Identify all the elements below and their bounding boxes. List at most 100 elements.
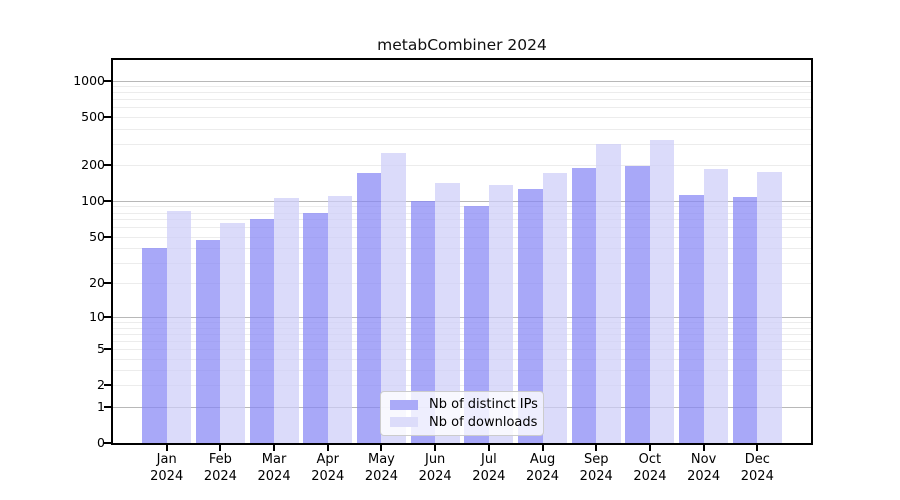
- gridline-minor: [113, 349, 811, 351]
- x-axis-tick-mark: [380, 445, 383, 451]
- x-tick-year: 2024: [472, 469, 506, 484]
- y-axis-tick-mark: [104, 235, 111, 238]
- gridline-minor: [113, 370, 811, 372]
- x-tick-month: Aug: [529, 452, 556, 467]
- gridline-minor: [113, 164, 811, 166]
- x-axis-tick-mark: [487, 445, 490, 451]
- bar-distinct-ips-jan: [142, 248, 167, 443]
- x-axis-tick-mark: [273, 445, 276, 451]
- x-axis-tick-label: May 2024: [339, 451, 423, 485]
- bar-downloads-mar: [274, 198, 299, 443]
- gridline-major: [113, 80, 811, 82]
- y-axis-tick-label: 2: [97, 377, 105, 393]
- x-axis-tick-mark: [165, 445, 168, 451]
- y-axis-tick-label: 0: [97, 435, 105, 450]
- plot-area: [111, 58, 813, 445]
- y-axis-tick-mark: [104, 282, 111, 285]
- y-axis-tick-label: 1: [97, 398, 105, 414]
- x-tick-year: 2024: [257, 469, 291, 484]
- legend-swatch-downloads-icon: [390, 417, 418, 428]
- gridline-minor: [113, 219, 811, 221]
- legend-row-distinct-ips: Nb of distinct IPs: [390, 397, 538, 412]
- x-tick-year: 2024: [525, 469, 560, 484]
- x-axis-tick-mark: [756, 445, 759, 451]
- x-axis-tick-label: Aug 2024: [501, 451, 585, 485]
- gridline-minor: [113, 333, 811, 335]
- gridline-minor: [113, 128, 811, 130]
- x-axis-tick-mark: [541, 445, 544, 451]
- x-tick-month: Oct: [638, 452, 662, 467]
- y-axis-tick-mark: [104, 316, 111, 319]
- gridline-minor: [113, 236, 811, 238]
- gridline-major: [113, 317, 811, 319]
- legend-row-downloads: Nb of downloads: [390, 415, 537, 430]
- gridline-minor: [113, 322, 811, 324]
- y-axis-tick-label: 5: [97, 341, 105, 357]
- x-tick-month: May: [368, 452, 395, 467]
- bar-distinct-ips-oct: [625, 165, 650, 443]
- x-axis-tick-label: Jan 2024: [125, 451, 209, 485]
- x-tick-month: Jul: [481, 452, 497, 467]
- bar-distinct-ips-feb: [195, 240, 221, 443]
- bar-downloads-sep: [596, 144, 621, 443]
- gridline-minor: [113, 385, 811, 387]
- gridline-minor: [113, 340, 811, 342]
- gridline-minor: [113, 143, 811, 145]
- bar-downloads-dec: [757, 171, 782, 443]
- gridline-minor: [113, 358, 811, 360]
- gridline-minor: [113, 99, 811, 101]
- bar-distinct-ips-may: [356, 173, 382, 443]
- x-axis-tick-mark: [595, 445, 598, 451]
- x-tick-year: 2024: [740, 469, 774, 484]
- x-tick-month: Jan: [156, 452, 177, 467]
- x-tick-year: 2024: [418, 469, 452, 484]
- x-axis-tick-label: Feb 2024: [178, 451, 262, 485]
- x-tick-year: 2024: [150, 469, 184, 484]
- x-axis-tick-mark: [219, 445, 222, 451]
- x-axis-tick-label: Sep 2024: [554, 451, 638, 485]
- y-axis-tick-label: 200: [81, 156, 105, 172]
- x-tick-year: 2024: [203, 469, 237, 484]
- bar-downloads-feb: [220, 223, 245, 443]
- y-axis-tick-mark: [104, 405, 111, 408]
- x-axis-tick-label: Apr 2024: [286, 451, 370, 485]
- x-tick-month: Dec: [744, 452, 770, 467]
- y-axis-tick-mark: [104, 163, 111, 166]
- x-tick-year: 2024: [579, 469, 613, 484]
- gridline-minor: [113, 206, 811, 208]
- x-axis-tick-label: Dec 2024: [715, 451, 799, 485]
- bar-downloads-oct: [649, 140, 675, 443]
- x-tick-month: Apr: [316, 452, 340, 467]
- y-axis-tick-mark: [104, 199, 111, 202]
- y-axis-tick-mark: [104, 79, 111, 82]
- x-axis-tick-label: Nov 2024: [662, 451, 746, 485]
- y-axis-tick-label: 10: [89, 309, 105, 325]
- x-tick-month: Sep: [583, 452, 609, 467]
- bar-downloads-jan: [166, 211, 192, 443]
- x-tick-year: 2024: [687, 469, 721, 484]
- legend-label-distinct-ips: Nb of distinct IPs: [429, 397, 538, 413]
- x-tick-month: Feb: [208, 452, 232, 467]
- bar-downloads-nov: [703, 168, 729, 443]
- bar-distinct-ips-sep: [571, 168, 597, 443]
- x-tick-month: Mar: [261, 452, 287, 467]
- gridline-minor: [113, 227, 811, 229]
- gridline-major: [113, 200, 811, 202]
- y-axis-tick-label: 500: [81, 109, 105, 124]
- x-tick-year: 2024: [311, 469, 345, 484]
- gridline-minor: [113, 262, 811, 264]
- gridline-minor: [113, 283, 811, 285]
- y-axis-tick-label: 1000: [73, 72, 105, 88]
- bar-distinct-ips-mar: [249, 219, 275, 443]
- gridline-minor: [113, 117, 811, 118]
- y-axis-tick-mark: [104, 384, 111, 387]
- legend: Nb of distinct IPs Nb of downloads: [380, 391, 544, 436]
- x-axis-tick-mark: [326, 445, 329, 451]
- chart-title: metabCombiner 2024: [377, 36, 547, 54]
- gridline-minor: [113, 86, 811, 88]
- y-axis-tick-label: 20: [89, 275, 105, 291]
- x-axis-tick-label: Oct 2024: [608, 451, 692, 485]
- x-axis-tick-mark: [702, 445, 705, 451]
- bar-distinct-ips-apr: [303, 213, 328, 443]
